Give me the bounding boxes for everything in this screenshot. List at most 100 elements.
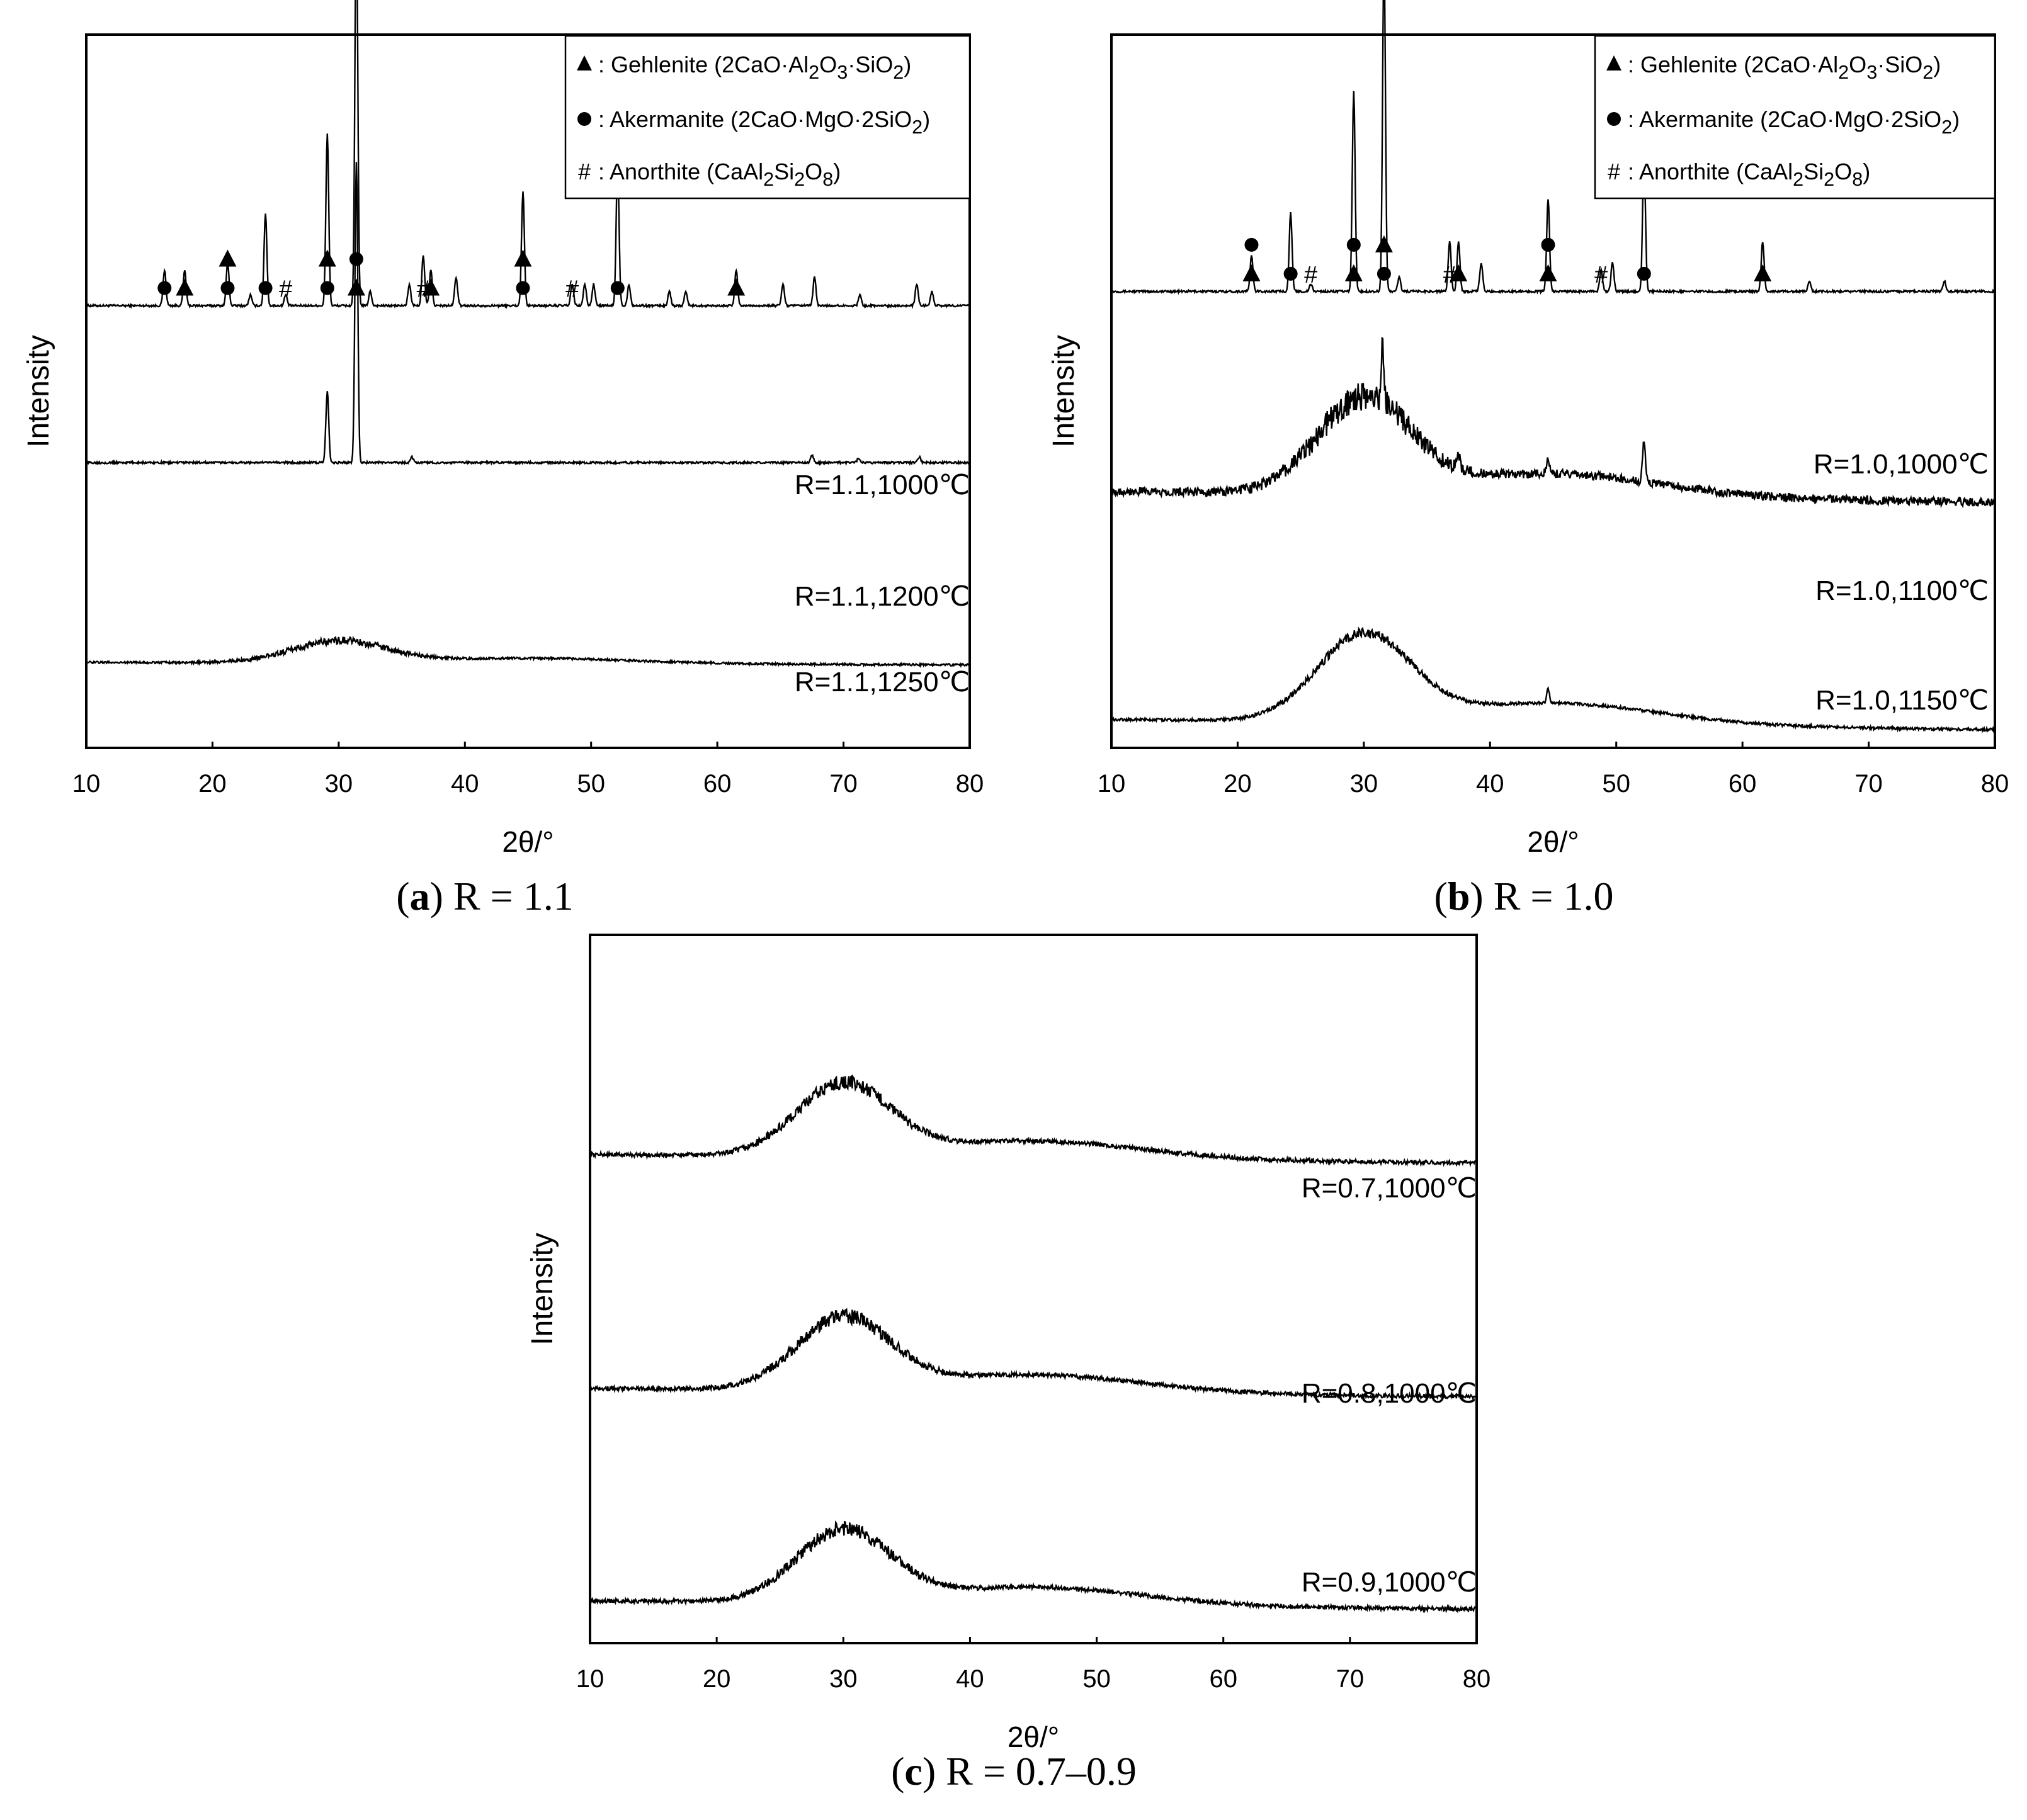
anorthite-marker: #: [1594, 262, 1608, 288]
x-tick-label: 20: [703, 1665, 731, 1693]
legend-box: [1594, 35, 1996, 200]
x-tick-label: 80: [956, 770, 984, 798]
x-tick-label: 50: [577, 770, 605, 798]
legend-triangle-icon: [577, 55, 592, 71]
legend-label-part: Si: [774, 159, 794, 184]
x-tick-label: 50: [1082, 1665, 1111, 1693]
legend-label-part: 3: [1866, 62, 1877, 83]
x-tick-label: 70: [1854, 770, 1883, 798]
series-label: R=0.9,1000℃: [1302, 1567, 1477, 1598]
x-tick-label: 10: [576, 1665, 605, 1693]
gehlenite-marker: [347, 278, 365, 296]
caption-b-letter: b: [1448, 874, 1470, 918]
legend-label-part: : Akermanite (2CaO·MgO·2SiO: [598, 106, 912, 132]
phase-legends: #: Gehlenite (2CaO·Al2O3·SiO2): Akermani…: [564, 35, 1996, 200]
akermanite-marker: [610, 281, 625, 295]
gehlenite-marker: [176, 278, 194, 296]
series-line: [86, 0, 970, 310]
anorthite-marker: #: [1304, 262, 1317, 288]
panel-c-chart: 10 20 30 40 50 60 70 80 2θ/° Intensity R=0.7,1000℃…: [526, 934, 1491, 1753]
legend-circle-icon: [1607, 112, 1621, 126]
x-axis-label: 2θ/°: [502, 825, 554, 858]
gehlenite-marker: [1375, 235, 1393, 252]
legend-label: : Anorthite (CaAl2Si2O8): [598, 159, 841, 190]
legend-label-part: 8: [1852, 169, 1863, 190]
akermanite-marker: [258, 281, 273, 295]
x-tick-label: 60: [1209, 1665, 1237, 1693]
akermanite-marker: [220, 281, 235, 295]
plot-frame: [85, 33, 971, 749]
caption-c-text: R = 0.7–0.9: [946, 1749, 1137, 1794]
x-tick-label: 30: [829, 1665, 858, 1693]
legend-label-part: 8: [822, 169, 833, 190]
caption-a-letter: a: [410, 874, 430, 918]
legend-label-part: : Anorthite (CaAl: [1628, 159, 1793, 184]
legend-label-part: 2: [1838, 62, 1849, 83]
akermanite-marker: [1637, 266, 1651, 281]
y-axis-label: Intensity: [526, 1233, 559, 1345]
legend-label-part: 2: [1793, 169, 1803, 190]
panel-b-chart: 10 20 30 40 50 60 70 80 2θ/° Intensity R=1.0,1000℃…: [1047, 0, 2009, 858]
series-label: R=1.0,1100℃: [1815, 575, 1989, 606]
akermanite-marker: [1541, 237, 1555, 252]
y-axis-label: Intensity: [22, 335, 55, 448]
series-label: R=0.7,1000℃: [1302, 1173, 1477, 1204]
legend-label-part: 2: [1941, 116, 1952, 138]
series-line: [1110, 336, 1996, 509]
legend-label-part: 2: [809, 62, 819, 83]
legend-circle-icon: [577, 112, 591, 126]
series-line: [589, 1520, 1478, 1614]
series-label: R=1.0,1000℃: [1814, 449, 1989, 480]
x-tick-label: 40: [1476, 770, 1504, 798]
anorthite-marker: #: [1443, 262, 1456, 288]
series-line: [86, 162, 970, 466]
legend-label: : Gehlenite (2CaO·Al2O3·SiO2): [1628, 52, 1941, 83]
series-line: [589, 1074, 1477, 1168]
legend-label-part: : Gehlenite (2CaO·Al: [1628, 52, 1838, 77]
x-tick-label: 30: [1350, 770, 1378, 798]
legend-label-part: ): [833, 159, 841, 184]
legend-label-part: ·SiO: [1877, 52, 1922, 77]
x-tick-label: 60: [1729, 770, 1757, 798]
series-label: R=1.0,1150℃: [1815, 685, 1989, 716]
legend-label-part: O: [1849, 52, 1866, 77]
legend-label-part: O: [819, 52, 837, 77]
legend-label-part: 2: [794, 169, 805, 190]
akermanite-marker: [1346, 237, 1361, 252]
legend-label-part: Si: [1803, 159, 1824, 184]
akermanite-marker: [1377, 266, 1391, 281]
anorthite-marker: #: [279, 276, 292, 303]
series-label: R=1.1,1200℃: [795, 581, 970, 612]
x-tick-label: 20: [1224, 770, 1252, 798]
legend-label-part: ): [1933, 52, 1941, 77]
x-tick-label: 10: [1098, 770, 1126, 798]
legend-label-part: ): [904, 52, 911, 77]
x-tick-label: 40: [956, 1665, 984, 1693]
gehlenite-marker: [1539, 264, 1557, 281]
legend-label-part: ): [1952, 106, 1960, 132]
legend-label: : Akermanite (2CaO·MgO·2SiO2): [1628, 106, 1960, 138]
x-tick-label: 70: [829, 770, 858, 798]
legend-label-part: 3: [837, 62, 848, 83]
series-line: [1111, 0, 1996, 295]
anorthite-marker: #: [565, 276, 579, 303]
gehlenite-marker: [514, 249, 532, 267]
akermanite-marker: [1244, 237, 1259, 252]
x-tick-label: 80: [1981, 770, 2009, 798]
x-tick-label: 40: [451, 770, 479, 798]
legend-label: : Akermanite (2CaO·MgO·2SiO2): [598, 106, 930, 138]
series-line: [1111, 626, 1996, 733]
legend-label: : Gehlenite (2CaO·Al2O3·SiO2): [598, 52, 911, 83]
x-tick-label: 20: [198, 770, 227, 798]
akermanite-marker: [157, 281, 172, 295]
gehlenite-marker: [422, 278, 440, 296]
legend-label-part: O: [1834, 159, 1852, 184]
x-tick-label: 80: [1463, 1665, 1491, 1693]
series-line: [85, 635, 970, 669]
gehlenite-marker: [1450, 264, 1468, 281]
series-label: R=1.1,1000℃: [795, 470, 970, 500]
anorthite-marker: #: [417, 276, 430, 303]
legend-label-part: ·SiO: [848, 52, 893, 77]
legend-label-part: : Anorthite (CaAl: [598, 159, 763, 184]
series-label: R=0.8,1000℃: [1302, 1378, 1477, 1409]
